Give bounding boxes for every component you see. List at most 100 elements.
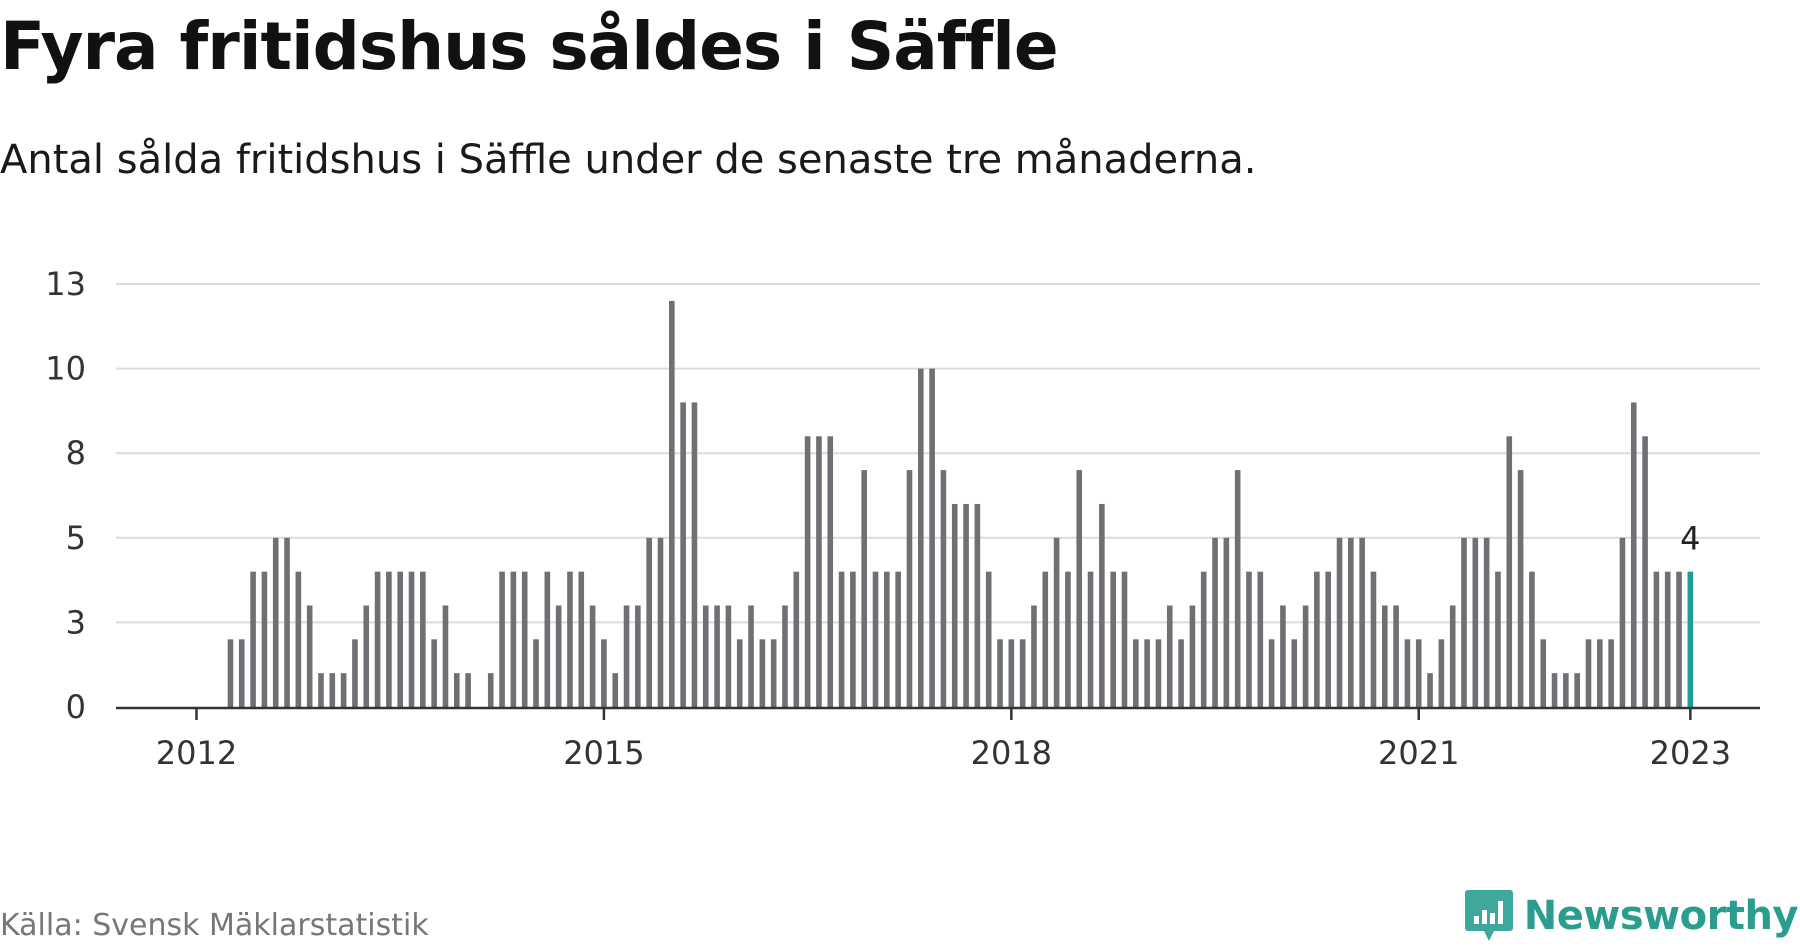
- bar: [431, 639, 437, 707]
- bar: [1597, 639, 1603, 707]
- y-tick-label: 8: [66, 434, 86, 472]
- bar: [1336, 537, 1343, 707]
- bar: [748, 605, 754, 707]
- bar: [657, 537, 664, 707]
- x-tick-label: 2023: [1650, 734, 1731, 772]
- bar: [850, 571, 856, 707]
- bar: [1133, 639, 1139, 707]
- bar: [1189, 605, 1196, 707]
- bar: [793, 571, 800, 707]
- bar: [374, 571, 381, 707]
- bar: [1291, 639, 1298, 707]
- bar: [1257, 571, 1264, 707]
- bar: [1325, 571, 1331, 707]
- bar: [567, 571, 573, 707]
- bar: [1415, 639, 1422, 707]
- chart-title: Fyra fritidshus såldes i Säffle: [0, 8, 1059, 85]
- bar: [318, 673, 324, 707]
- bar: [1461, 537, 1467, 707]
- bar: [453, 673, 460, 707]
- bar: [861, 470, 867, 707]
- bar: [827, 436, 834, 707]
- bar: [1687, 571, 1694, 707]
- bar: [510, 571, 517, 707]
- x-tick-label: 2015: [563, 734, 644, 772]
- bar: [1099, 503, 1105, 707]
- bar: [951, 503, 958, 707]
- last-value-label: 4: [1680, 520, 1700, 558]
- bar: [487, 673, 494, 707]
- bar: [589, 605, 596, 707]
- bar: [1166, 605, 1173, 707]
- bar: [544, 571, 551, 707]
- bar: [1438, 639, 1445, 707]
- bar: [521, 571, 528, 707]
- bar: [1393, 605, 1399, 707]
- bar: [1608, 639, 1614, 707]
- gridlines: [116, 283, 1760, 624]
- bar: [1642, 436, 1648, 707]
- bar: [816, 436, 822, 707]
- bar: [725, 605, 732, 707]
- bar: [1540, 639, 1547, 707]
- bar: [295, 571, 302, 707]
- bar: [872, 571, 879, 707]
- bar: [702, 605, 709, 707]
- bar: [917, 368, 924, 707]
- bar: [1280, 605, 1286, 707]
- bar: [1619, 537, 1626, 707]
- newsworthy-logo-icon: [1464, 890, 1513, 941]
- bar: [1529, 571, 1535, 707]
- x-axis-ticks: 2012 2015 2018 2021 2023: [156, 708, 1731, 772]
- bar: [1076, 470, 1083, 707]
- bar: [714, 605, 720, 707]
- bar: [1676, 571, 1682, 707]
- bar: [1155, 639, 1162, 707]
- brand-logo: Newsworthy: [1464, 888, 1799, 944]
- bar: [1381, 605, 1388, 707]
- bar: [1246, 571, 1252, 707]
- bar: [838, 571, 845, 707]
- bar: [929, 368, 935, 707]
- y-tick-label: 13: [45, 265, 86, 303]
- bar: [1585, 639, 1592, 707]
- bar: [363, 605, 370, 707]
- bar: [250, 571, 256, 707]
- bar: [1178, 639, 1184, 707]
- bar: [1065, 571, 1071, 707]
- bar: [1053, 537, 1060, 707]
- source-label: Källa: Svensk Mäklarstatistik: [0, 908, 429, 943]
- y-tick-label: 5: [66, 519, 86, 557]
- bar: [352, 639, 358, 707]
- bar: [306, 605, 313, 707]
- bar: [1200, 571, 1207, 707]
- bar: [1019, 639, 1026, 707]
- bar: [906, 470, 913, 707]
- bar: [272, 537, 279, 707]
- y-tick-label: 0: [66, 688, 86, 726]
- bar: [669, 300, 675, 707]
- bar: [612, 673, 619, 707]
- bar: [1087, 571, 1094, 707]
- bar: [1472, 537, 1479, 707]
- bar: [623, 605, 630, 707]
- bar: [1370, 571, 1377, 707]
- bar: [1110, 571, 1116, 707]
- bar: [261, 571, 268, 707]
- bar: [1574, 673, 1580, 707]
- bar: [340, 673, 347, 707]
- bar: [329, 673, 336, 707]
- bar: [1359, 537, 1365, 707]
- bar: [397, 571, 404, 707]
- x-tick-label: 2012: [156, 734, 237, 772]
- bar: [578, 571, 585, 707]
- bar: [442, 605, 449, 707]
- bar: [635, 605, 641, 707]
- bar: [555, 605, 562, 707]
- bar: [420, 571, 426, 707]
- bar: [408, 571, 415, 707]
- bar: [782, 605, 788, 707]
- bar: [884, 571, 890, 707]
- y-axis-ticks: 0 3 5 8 10 13: [45, 265, 86, 726]
